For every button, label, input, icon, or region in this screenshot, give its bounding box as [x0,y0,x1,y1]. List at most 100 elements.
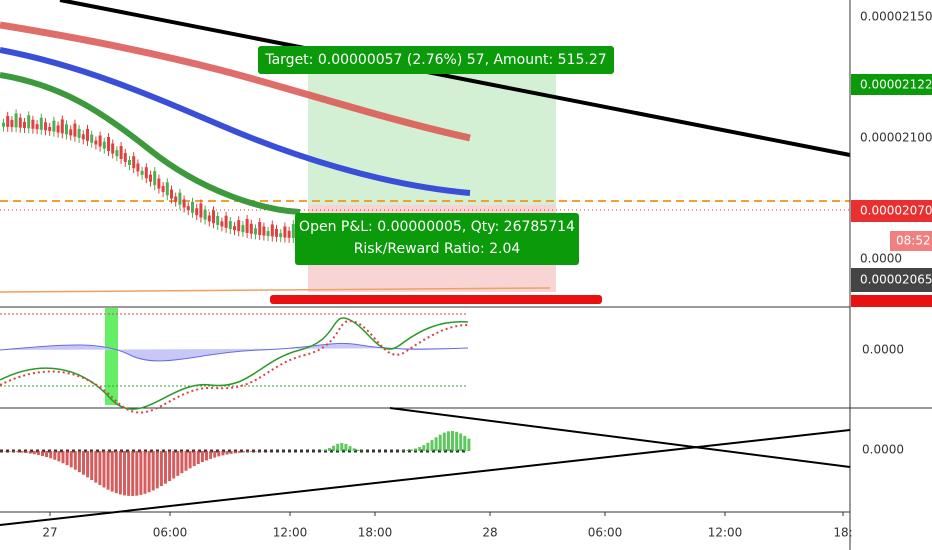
hist-bar [426,442,430,451]
hist-bar [229,451,233,454]
hist-bar [139,451,143,495]
volume-ma [0,287,551,293]
hist-bar [118,451,122,495]
candle [10,120,14,128]
hist-bar [455,431,459,451]
hist-bar [217,451,221,457]
hist-bar [241,451,245,453]
hist-bar [332,445,336,451]
hist-bar [12,451,16,452]
hist-bar [446,431,450,451]
hist-bar [250,451,254,452]
stop-tag [851,295,932,307]
candle [86,128,89,141]
last-tag-text: 0.00002065 [860,273,932,287]
time-label: 12:00 [708,526,743,540]
hist-bar [438,434,442,451]
hist-bar [77,451,81,473]
hist-bar [200,451,204,463]
ma-blue [0,47,471,196]
hist-bar [172,451,176,479]
candle [233,226,236,231]
candle [199,203,203,218]
hist-bar [73,451,77,470]
candle [170,189,173,199]
hist-bar [135,451,139,496]
candle [144,167,148,179]
hist-bar [348,446,352,451]
hist-bar [422,445,426,451]
candle [27,115,31,129]
hist-bar [114,451,118,494]
hist-bar [246,451,249,453]
hist-bar [24,451,28,454]
hist-bar [127,451,131,496]
hist-bar [356,449,360,451]
hist-bar [418,447,422,451]
hist-bar [82,451,85,475]
hist-bar [459,433,463,451]
candle [161,185,165,192]
candle [258,222,262,236]
hist-bar [94,451,98,483]
candle [60,119,64,134]
hist-bar [155,451,159,489]
candle [81,134,85,140]
candle [241,225,245,233]
hist-bar [16,451,20,453]
hist-bar [110,451,114,492]
target-tag-text: 0.00002122 [860,78,932,92]
hist-bar [69,451,73,468]
candle [195,208,199,216]
hist-bar [344,444,348,451]
candle [283,226,287,238]
candle [228,221,232,230]
hist-bar [65,451,69,466]
candle [157,178,161,189]
candle [18,117,22,128]
candle [77,128,81,138]
candle [203,209,207,220]
candle [191,201,194,213]
hist-bar [434,437,438,451]
ma-red [0,21,471,142]
candle [149,174,152,182]
hist-bar [340,443,344,451]
last-tag [851,268,932,292]
hist-bar [405,450,409,451]
candle [44,122,47,131]
hist-bar [123,451,126,496]
time-label: 12:00 [273,526,308,540]
candle [165,182,169,196]
hist-bar [168,451,172,482]
hist-bar [430,440,434,451]
candle [136,163,140,172]
candle [212,210,215,224]
hist-bar [188,451,192,469]
hist-bar [151,451,155,491]
hist-bar [184,451,188,471]
hist-bar [106,451,110,490]
hist-bar [147,451,151,493]
hist-bar [192,451,196,467]
candle [262,226,266,236]
time-axis: 27 06:00 12:00 18:00 28 06:00 12:00 18: [42,512,853,540]
candle [73,123,77,137]
hist-bar [8,451,12,452]
candle [245,218,249,233]
candle [140,170,144,175]
target-tag [851,74,932,95]
hist-bar [98,451,102,486]
candle [182,199,186,208]
candle [23,121,26,128]
hist-bar [254,451,258,452]
hist-bar [209,451,213,459]
hist-bar [41,451,44,456]
hist-bar [176,451,180,476]
macd-trend [389,407,851,468]
candle [279,233,283,238]
indicator-tick: 0.0000 [862,443,904,457]
candle [128,160,131,166]
trend-line [59,0,851,157]
